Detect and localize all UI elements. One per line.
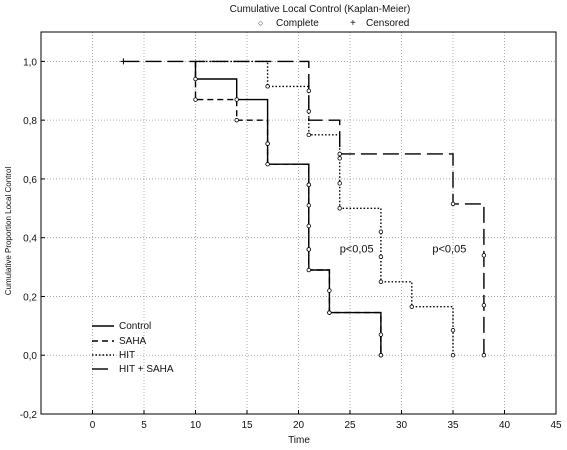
x-tick-label: 0 (90, 420, 96, 431)
legend-entry-hit-saha: HIT + SAHA (92, 364, 174, 375)
complete-point (378, 254, 384, 259)
complete-point (450, 328, 456, 333)
legend-entry-saha: SAHA (92, 336, 147, 347)
x-tick-label: 35 (447, 420, 459, 431)
x-tick-label: 30 (396, 420, 408, 431)
complete-point (337, 151, 342, 157)
y-tick-label: 0,2 (23, 292, 37, 303)
x-tick-label: 25 (344, 420, 356, 431)
censored-marker-label: Censored (366, 18, 409, 29)
annotations: p<0,05 p<0,05 (340, 243, 467, 255)
complete-point (306, 223, 311, 229)
x-tick-label: 10 (190, 420, 202, 431)
complete-point (337, 156, 342, 161)
complete-point (409, 304, 414, 309)
complete-point (306, 132, 311, 138)
complete-point (450, 353, 456, 358)
y-tick-label: 0,8 (23, 116, 37, 127)
chart-title: Cumulative Local Control (Kaplan-Meier) (230, 4, 411, 15)
complete-marker-symbol: ○ (258, 18, 263, 28)
complete-point (193, 76, 198, 82)
x-tick-label: 5 (141, 420, 147, 431)
complete-point (481, 353, 487, 358)
complete-point (450, 201, 456, 207)
complete-point (337, 181, 342, 186)
point-layer (120, 58, 487, 358)
complete-point (378, 229, 384, 235)
x-tick-label: 40 (499, 420, 511, 431)
complete-point (327, 310, 332, 315)
legend-entry-control: Control (92, 321, 151, 332)
complete-point (265, 141, 270, 146)
complete-point (481, 253, 487, 258)
marker-legend: ○ Complete + Censored (258, 18, 409, 29)
complete-point (337, 206, 342, 211)
x-tick-label: 45 (550, 420, 562, 431)
x-axis-label: Time (288, 435, 310, 445)
complete-point (481, 303, 487, 308)
y-tick-label: 0,0 (23, 351, 37, 362)
y-tick-label: 1,0 (23, 57, 37, 68)
series-line (195, 60, 454, 356)
complete-point (234, 97, 239, 102)
x-tick-label: 15 (241, 420, 253, 431)
legend-label: Control (119, 321, 151, 332)
legend-entry-hit: HIT (92, 350, 135, 361)
axis-layer: 0 5 10 15 20 25 30 35 40 45 -0,2 0,0 0,2 0,4 0,6 0,8 1,0 (20, 31, 562, 431)
complete-point (193, 97, 198, 102)
complete-point (306, 203, 311, 208)
x-tick-label: 20 (293, 420, 305, 431)
y-tick-label: -0,2 (20, 410, 38, 421)
y-tick-label: 0,4 (23, 234, 37, 245)
complete-point (306, 182, 311, 187)
p-value-annotation: p<0,05 (432, 243, 466, 255)
legend-label: SAHA (119, 336, 147, 347)
complete-point (306, 109, 311, 114)
complete-point (327, 288, 332, 293)
series-line (194, 61, 382, 356)
complete-point (378, 279, 384, 284)
complete-point (306, 247, 311, 252)
complete-point (306, 267, 311, 273)
complete-point (265, 84, 270, 89)
legend-label: HIT (119, 350, 135, 361)
censored-marker-symbol: + (350, 18, 356, 29)
complete-point (378, 332, 384, 337)
series-line (123, 60, 485, 356)
complete-point (378, 353, 384, 358)
y-axis-label: Cumulative Proportion Local Control (4, 167, 13, 296)
complete-point (265, 162, 270, 167)
legend-label: HIT + SAHA (119, 364, 174, 375)
p-value-annotation: p<0,05 (340, 243, 374, 255)
complete-point (234, 117, 239, 123)
series-line (194, 61, 382, 356)
y-tick-label: 0,6 (23, 175, 37, 186)
series-layer (123, 60, 485, 356)
complete-marker-label: Complete (276, 18, 319, 29)
series-legend: Control SAHA HIT HIT + SAHA (92, 321, 174, 375)
complete-point (306, 88, 311, 93)
